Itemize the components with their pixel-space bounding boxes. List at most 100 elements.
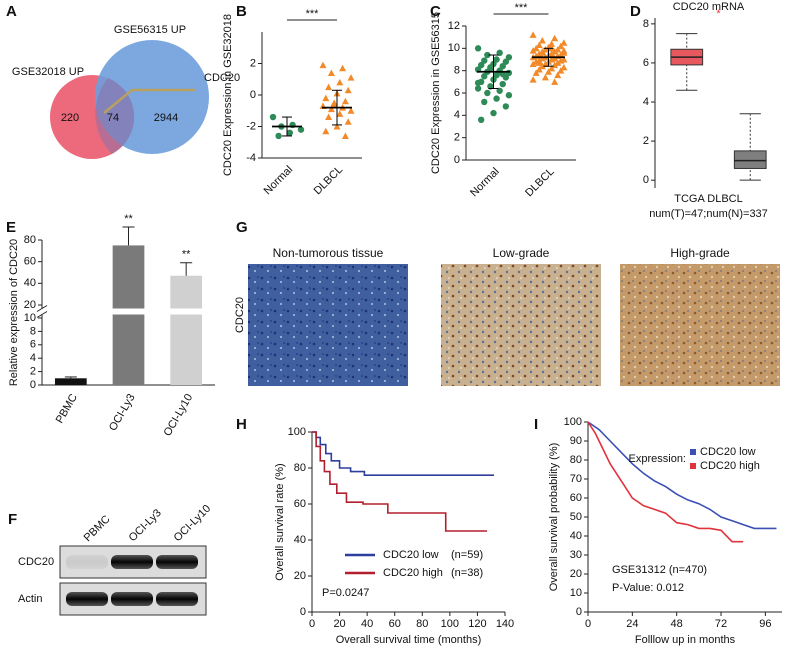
y-tick-label: 60 <box>570 492 582 504</box>
data-point <box>474 85 482 92</box>
y-tick-label: 40 <box>294 534 306 546</box>
callout-label: CDC20 <box>204 72 240 84</box>
lane-label: OCI-Ly10 <box>172 503 213 544</box>
data-point <box>535 41 543 48</box>
panel-label: B <box>236 3 247 20</box>
data-point <box>499 80 506 88</box>
data-point <box>275 132 282 140</box>
legend-marker <box>690 449 696 455</box>
y-tick-label: 6 <box>30 339 36 351</box>
x-axis-label: Folllow up in months <box>635 634 736 646</box>
legend-marker <box>690 463 696 469</box>
bar <box>54 378 87 385</box>
y-tick-label: 0 <box>250 89 256 101</box>
data-point <box>529 76 537 83</box>
panel-label: I <box>534 416 538 433</box>
legend-label: CDC20 low <box>383 549 439 561</box>
legend-title: Expression: <box>629 453 686 465</box>
y-tick-label: 20 <box>294 570 306 582</box>
venn-count: 74 <box>107 112 119 124</box>
y-tick-label: 0 <box>643 174 649 186</box>
data-point <box>474 79 482 87</box>
data-point <box>477 61 485 69</box>
y-tick-label: 90 <box>570 435 582 447</box>
data-point <box>344 118 352 125</box>
y-tick-label: 8 <box>643 18 649 30</box>
data-point <box>545 68 552 75</box>
significance-label: * <box>716 8 721 20</box>
y-axis-label: Relative expression of CDC20 <box>8 239 20 386</box>
data-point <box>330 99 338 106</box>
survival-curve <box>312 431 488 532</box>
y-tick-label: 0 <box>300 606 306 618</box>
data-point <box>496 87 503 94</box>
data-point <box>502 103 510 110</box>
x-tick-label: 72 <box>715 618 727 630</box>
data-point <box>560 47 568 54</box>
y-tick-label: 10 <box>570 587 582 599</box>
y-tick-label: 100 <box>564 416 582 428</box>
data-point <box>347 74 355 81</box>
y-tick-label: -2 <box>246 120 256 132</box>
data-point <box>551 78 559 85</box>
x-tick-label: Normal <box>468 166 502 200</box>
panel-label: F <box>8 511 17 528</box>
panel-label: D <box>630 3 641 20</box>
panel-label: A <box>6 3 17 20</box>
x-tick-label: OCI-Ly10 <box>162 392 196 438</box>
data-point <box>505 92 513 99</box>
data-point <box>538 37 546 44</box>
x-axis-label: Overall survival time (months) <box>336 634 481 646</box>
data-point <box>535 59 543 66</box>
x-tick-label: PBMC <box>54 392 80 426</box>
panel-label: H <box>236 416 247 433</box>
annotation: GSE31312 (n=470) <box>612 564 707 576</box>
data-point <box>557 42 565 50</box>
data-point <box>336 110 344 117</box>
annotation: P=0.0247 <box>322 587 369 599</box>
data-point <box>347 107 355 114</box>
data-point <box>560 63 568 71</box>
data-point <box>557 67 565 74</box>
blot-band <box>111 592 153 606</box>
micrograph-texture <box>441 264 601 386</box>
data-point <box>339 64 347 72</box>
data-point <box>529 31 537 38</box>
callout-line <box>103 88 196 114</box>
data-point <box>538 49 546 56</box>
data-point <box>481 98 488 106</box>
data-point <box>325 83 333 91</box>
x-tick-label: 96 <box>759 618 771 630</box>
x-tick-label: 60 <box>389 618 401 630</box>
data-point <box>327 69 335 76</box>
x-tick-label: 140 <box>496 618 514 630</box>
y-axis-label: Overall survival rate (%) <box>274 463 286 580</box>
y-tick-label: 6 <box>643 57 649 69</box>
venn-set-name: GSE32018 UP <box>12 66 84 78</box>
y-tick-label: 20 <box>24 299 36 311</box>
x-tick-label: 120 <box>468 618 486 630</box>
blot-band <box>111 555 153 569</box>
x-tick-label: 100 <box>441 618 459 630</box>
venn-count: 2944 <box>154 112 178 124</box>
y-tick-label: 4 <box>643 96 649 108</box>
legend-label: CDC20 low <box>700 446 756 458</box>
data-point <box>493 56 500 63</box>
y-axis-label: CDC20 Expression in GSE56315 <box>430 12 442 174</box>
data-point <box>297 126 305 133</box>
data-point <box>493 71 500 79</box>
y-tick-label: 30 <box>570 549 582 561</box>
legend-label: (n=59) <box>451 549 483 561</box>
y-tick-label: 40 <box>570 530 582 542</box>
y-tick-label: -4 <box>246 152 256 164</box>
data-point <box>538 62 546 70</box>
data-point <box>325 113 333 121</box>
break-mark <box>36 311 48 318</box>
panel-label: E <box>6 219 16 236</box>
bar <box>170 275 203 385</box>
y-tick-label: 20 <box>570 568 582 580</box>
y-tick-label: 70 <box>570 473 582 485</box>
y-tick-label: 4 <box>30 352 36 364</box>
y-tick-label: 12 <box>448 20 460 32</box>
